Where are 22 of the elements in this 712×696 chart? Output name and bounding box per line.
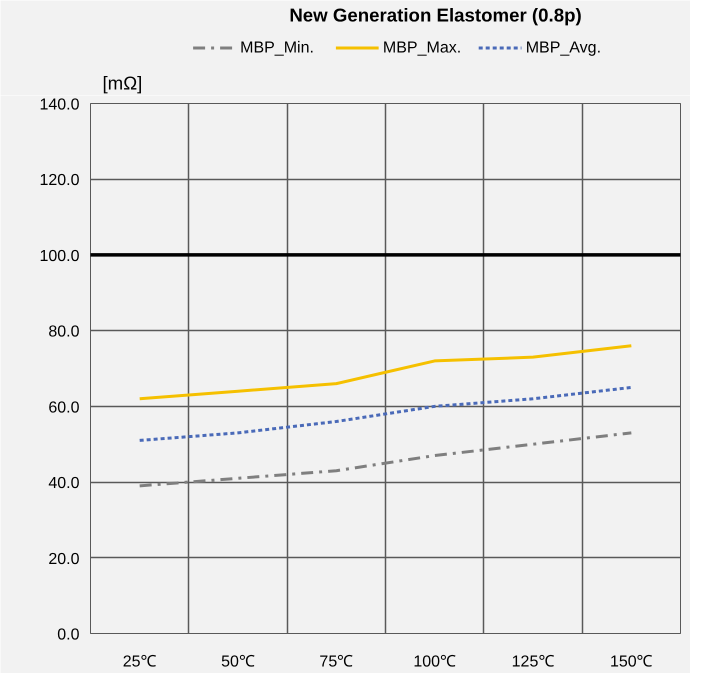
x-tick-label: 125℃	[512, 654, 554, 670]
x-tick-label: 75℃	[319, 654, 354, 670]
y-tick-label: 140.0	[39, 96, 80, 114]
line-series	[138, 431, 633, 488]
x-tick-label: 50℃	[221, 654, 255, 670]
y-tick-label: 0.0	[57, 626, 80, 644]
y-axis-title: [mΩ]	[102, 72, 142, 94]
y-tick-label: 40.0	[48, 475, 80, 492]
legend-label: MBP_Min.	[240, 40, 314, 56]
legend-label: MBP_Max.	[382, 40, 462, 56]
x-tick-label: 150℃	[610, 654, 653, 670]
x-tick-label: 100℃	[413, 654, 456, 670]
y-tick-label: 60.0	[48, 399, 80, 416]
legend-label: MBP_Avg.	[526, 40, 602, 56]
y-tick-label: 100.0	[39, 248, 80, 265]
x-tick-label: 25℃	[122, 654, 157, 670]
y-tick-label: 120.0	[39, 172, 80, 190]
line-series	[138, 344, 633, 400]
chart-title: New Generation Elastomer (0.8p)	[289, 4, 582, 26]
line-series	[138, 386, 633, 442]
y-tick-label: 80.0	[48, 324, 80, 341]
y-tick-label: 20.0	[48, 550, 80, 568]
